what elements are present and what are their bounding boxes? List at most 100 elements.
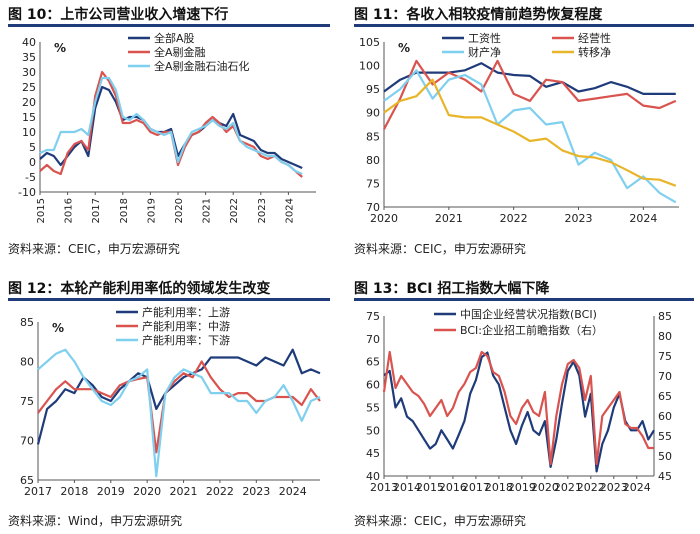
x-tick-label: 2022	[500, 212, 528, 225]
chart-title: 图 12：本轮产能利用率低的领域发生改变	[8, 281, 271, 297]
y-tick-label: 100	[359, 60, 380, 73]
y2-tick-label: 80	[658, 330, 672, 343]
x-tick-label: 2021	[554, 481, 582, 494]
panel-revenue-growth: 图 10：上市公司营业收入增速下行 -10 -5 0 5 10 15 20 25 30 35 40 2…	[8, 4, 330, 264]
title-divider	[8, 24, 330, 27]
x-tick-label: 2024	[623, 481, 651, 494]
x-tick-label: 2016	[64, 198, 75, 223]
x-tick-label: 2017	[24, 485, 52, 498]
x-tick-label: 2020	[174, 198, 185, 223]
x-tick-label: 2023	[600, 481, 628, 494]
y2-tick-label: 75	[658, 350, 672, 363]
y-tick-label: 30	[22, 66, 36, 79]
y-tick-label: 65	[366, 356, 380, 369]
x-tick-label: 2017	[91, 198, 102, 223]
x-tick-label: 2015	[416, 481, 444, 494]
x-tick-label: 2022	[206, 485, 234, 498]
y2-tick-label: 55	[658, 430, 672, 443]
x-tick-label: 2019	[146, 198, 157, 223]
title-divider	[354, 24, 694, 27]
x-tick-label: 2024	[629, 212, 657, 225]
source-note: 资料来源：Wind，申万宏源研究	[8, 514, 183, 528]
y-tick-label: 55	[366, 401, 380, 414]
series-line-2	[383, 59, 677, 130]
chart-title: 图 13：BCI 招工指数大幅下降	[354, 281, 550, 297]
y-tick-label: 0	[29, 156, 36, 169]
x-tick-label: 2017	[462, 481, 490, 494]
y-tick-label: 5	[29, 141, 36, 154]
series-line-2	[39, 70, 303, 178]
legend-label: 全A剔金融石油石化	[154, 59, 250, 73]
x-tick-label: 2023	[242, 485, 270, 498]
panel-income-recovery: 图 11：各收入相较疫情前趋势恢复程度 70 75 80 85 90 95 100 105 20…	[354, 4, 694, 264]
y-tick-label: 80	[20, 356, 34, 369]
x-tick-label: 2018	[60, 485, 88, 498]
legend-label: BCI:企业招工前瞻指数（右）	[460, 323, 603, 337]
x-tick-label: 2020	[370, 212, 398, 225]
x-tick-label: 2015	[36, 198, 47, 223]
series-line-4	[383, 78, 677, 187]
y-tick-label: 70	[366, 333, 380, 346]
legend-label: 全A剔金融	[154, 45, 206, 59]
y-tick-label: 85	[20, 316, 34, 329]
legend-label: 财产净	[468, 45, 501, 59]
x-tick-label: 2021	[202, 198, 213, 223]
x-tick-label: 2014	[393, 481, 421, 494]
revenue-growth-chart: -10 -5 0 5 10 15 20 25 30 35 40 2015 2016 2017 2018 201…	[18, 31, 316, 223]
series-line-3	[37, 348, 321, 478]
y-tick-label: 90	[366, 107, 380, 120]
x-tick-label: 2023	[257, 198, 268, 223]
y2-tick-label: 60	[658, 410, 672, 423]
x-tick-label: 2022	[229, 198, 240, 223]
income-recovery-chart: 70 75 80 85 90 95 100 105 2020 2021 2022 2023 2024% 工…	[359, 31, 679, 225]
title-divider	[8, 298, 330, 301]
series-line-1	[383, 62, 676, 96]
y2-tick-label: 65	[658, 390, 672, 403]
capacity-utilization-chart: 65 70 75 80 85 2017 2018 2019 2020 2021 2022 2023 20…	[20, 305, 321, 498]
title-divider	[354, 298, 694, 301]
x-tick-label: 2019	[508, 481, 536, 494]
legend-label: 全部A股	[154, 31, 195, 45]
x-tick-label: 2013	[370, 481, 398, 494]
legend-label: 经营性	[578, 31, 611, 45]
source-note: 资料来源：CEIC，申万宏源研究	[354, 514, 526, 528]
y2-tick-label: 70	[658, 370, 672, 383]
y-tick-label: 75	[366, 310, 380, 323]
series-line-1	[39, 85, 303, 170]
y-tick-label: 70	[20, 435, 34, 448]
source-note: 资料来源：CEIC，申万宏源研究	[354, 242, 526, 256]
x-tick-label: 2024	[284, 198, 295, 223]
x-tick-label: 2021	[435, 212, 463, 225]
x-tick-label: 2016	[439, 481, 467, 494]
x-tick-label: 2020	[531, 481, 559, 494]
x-tick-label: 2024	[279, 485, 307, 498]
panel-capacity-utilization: 图 12：本轮产能利用率低的领域发生改变 65 70 75 80 85 2017 2018 2…	[8, 278, 330, 534]
series-line-2	[37, 360, 321, 454]
x-tick-label: 2018	[485, 481, 513, 494]
y2-tick-label: 85	[658, 310, 672, 323]
x-tick-label: 2021	[170, 485, 198, 498]
y-tick-label: 40	[22, 36, 36, 49]
y-tick-label: 35	[22, 51, 36, 64]
chart-title: 图 11：各收入相较疫情前趋势恢复程度	[354, 7, 603, 23]
y-tick-label: 95	[366, 83, 380, 96]
legend-label: 中国企业经营状况指数(BCI)	[460, 307, 597, 321]
y-tick-label: 80	[366, 154, 380, 167]
series-line-3	[39, 76, 303, 176]
y-tick-label: 70	[366, 201, 380, 214]
y-tick-label: 10	[22, 126, 36, 139]
y-tick-label: 85	[366, 130, 380, 143]
legend-label: 工资性	[468, 31, 501, 45]
y2-tick-label: 45	[658, 470, 672, 483]
x-tick-label: 2022	[577, 481, 605, 494]
y-tick-label: 40	[366, 470, 380, 483]
y-tick-label: 60	[366, 379, 380, 392]
y-tick-label: 75	[366, 177, 380, 190]
y-tick-label: 45	[366, 447, 380, 460]
x-tick-label: 2023	[565, 212, 593, 225]
y-tick-label: -5	[25, 171, 36, 184]
unit-label: %	[54, 41, 66, 55]
series-line-3	[383, 69, 677, 204]
y-tick-label: -10	[18, 186, 36, 199]
y-tick-label: 15	[22, 111, 36, 124]
